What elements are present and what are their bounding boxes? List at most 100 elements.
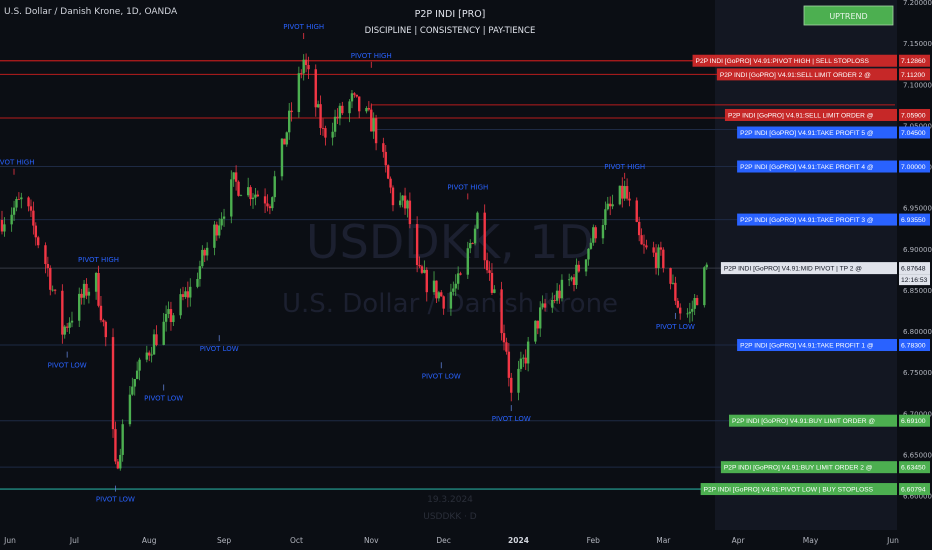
candle-body — [662, 249, 665, 269]
candle-body — [389, 178, 392, 188]
candle-body — [246, 187, 250, 196]
time-tick: Aug — [142, 536, 157, 545]
candle-body — [695, 297, 699, 306]
time-tick: Sep — [217, 536, 231, 545]
candle-body — [693, 297, 696, 309]
candle-body — [567, 279, 571, 281]
candle-body — [104, 321, 107, 338]
candle-body — [560, 279, 564, 299]
candle-body — [34, 225, 37, 238]
candle-body — [133, 378, 136, 387]
candle-body — [671, 282, 675, 284]
candle-body — [331, 131, 334, 138]
candle-body — [304, 59, 308, 66]
candle-body — [46, 263, 50, 269]
candle-body — [490, 272, 494, 293]
candle-body — [17, 198, 21, 200]
level-tag-box — [720, 461, 897, 474]
candle-body — [254, 194, 257, 198]
candle-body — [473, 228, 477, 244]
candle-body — [645, 245, 648, 248]
candle-body — [222, 216, 226, 219]
candle-body — [611, 204, 614, 207]
candle-body — [350, 93, 354, 102]
candle-body — [606, 203, 609, 210]
candle-body — [522, 357, 525, 359]
pivot-label: PIVOT HIGH — [604, 163, 645, 171]
price-tick: 6.75000 — [903, 369, 932, 377]
level-tag-box — [737, 213, 897, 226]
level-tag-label: P2P INDI [GoPRO] V4.91:SELL LIMIT ORDER … — [728, 112, 874, 119]
candle-body — [138, 359, 141, 371]
candle-body — [280, 138, 284, 177]
price-tick: 6.85000 — [903, 287, 932, 295]
candle-body — [519, 358, 523, 369]
pivot-label: PIVOT HIGH — [78, 256, 119, 264]
level-value-box — [899, 126, 930, 139]
candle-body — [553, 299, 556, 301]
price-tick: 6.80000 — [903, 328, 932, 336]
candle-body — [273, 176, 276, 198]
pivot-label: PIVOT LOW — [48, 362, 87, 370]
candle-body — [609, 203, 612, 207]
time-axis[interactable]: Jun Jul Aug Sep Oct Nov Dec 2024 Feb Mar Apr May Jun — [3, 536, 899, 545]
level-tag-box — [729, 414, 897, 427]
level-tag-box — [716, 68, 897, 81]
candle-body — [374, 118, 378, 144]
candle-body — [266, 203, 269, 207]
candle-body — [167, 309, 170, 314]
candle-body — [181, 294, 185, 297]
candle-body — [268, 206, 272, 209]
candle-body — [657, 247, 660, 268]
level-value: 7.05900 — [901, 112, 926, 119]
candle-body — [365, 107, 368, 112]
price-tick: 7.05000 — [903, 122, 932, 130]
price-axis[interactable]: 7.20000 7.15000 7.10000 7.05000 7.00000 6.950… — [903, 0, 932, 501]
candle-body — [116, 461, 120, 469]
watermark-date: 19.3.2024 — [427, 495, 473, 505]
candle-body — [686, 313, 689, 315]
indicator-subtitle: DISCIPLINE | CONSISTENCY | PAY-TIENCE — [365, 26, 536, 36]
candle-body — [587, 248, 590, 260]
candle-body — [592, 227, 595, 243]
time-tick: 2024 — [508, 536, 529, 545]
candle-body — [3, 224, 6, 232]
candle-body — [164, 313, 168, 322]
candle-body — [319, 104, 322, 128]
candle-body — [119, 454, 122, 469]
candle-body — [425, 269, 428, 293]
level-tag-box — [737, 160, 897, 173]
candle-body — [555, 290, 559, 301]
candle-body — [543, 303, 547, 308]
candle-body — [526, 341, 530, 364]
candle-body — [635, 200, 638, 222]
candle-body — [654, 252, 658, 268]
level-tag-box — [737, 339, 897, 352]
candle-body — [570, 277, 573, 280]
candle-body — [372, 118, 375, 132]
time-tick: Dec — [436, 536, 451, 545]
candle-body — [321, 127, 325, 129]
candle-body — [121, 424, 124, 455]
level-value: 6.69100 — [901, 418, 926, 425]
pivot-label: PIVOT LOW — [492, 415, 531, 423]
candle-body — [87, 291, 91, 296]
candle-body — [307, 65, 310, 70]
candle-body — [32, 210, 35, 226]
candle-body — [604, 209, 607, 226]
price-tick: 6.70000 — [903, 410, 932, 418]
trend-badge: UPTREND — [829, 12, 867, 21]
level-tag-box — [720, 262, 897, 275]
candle-body — [336, 116, 339, 119]
candle-body — [290, 110, 293, 113]
candle-body — [205, 247, 209, 256]
candle-body — [152, 334, 156, 355]
candle-body — [391, 187, 395, 206]
candle-body — [507, 351, 511, 378]
candle-body — [348, 101, 351, 114]
candle-body — [628, 198, 631, 201]
candle-body — [251, 197, 255, 200]
watermark-ticker: USDDKK · D — [423, 512, 477, 522]
candle-body — [406, 200, 409, 209]
